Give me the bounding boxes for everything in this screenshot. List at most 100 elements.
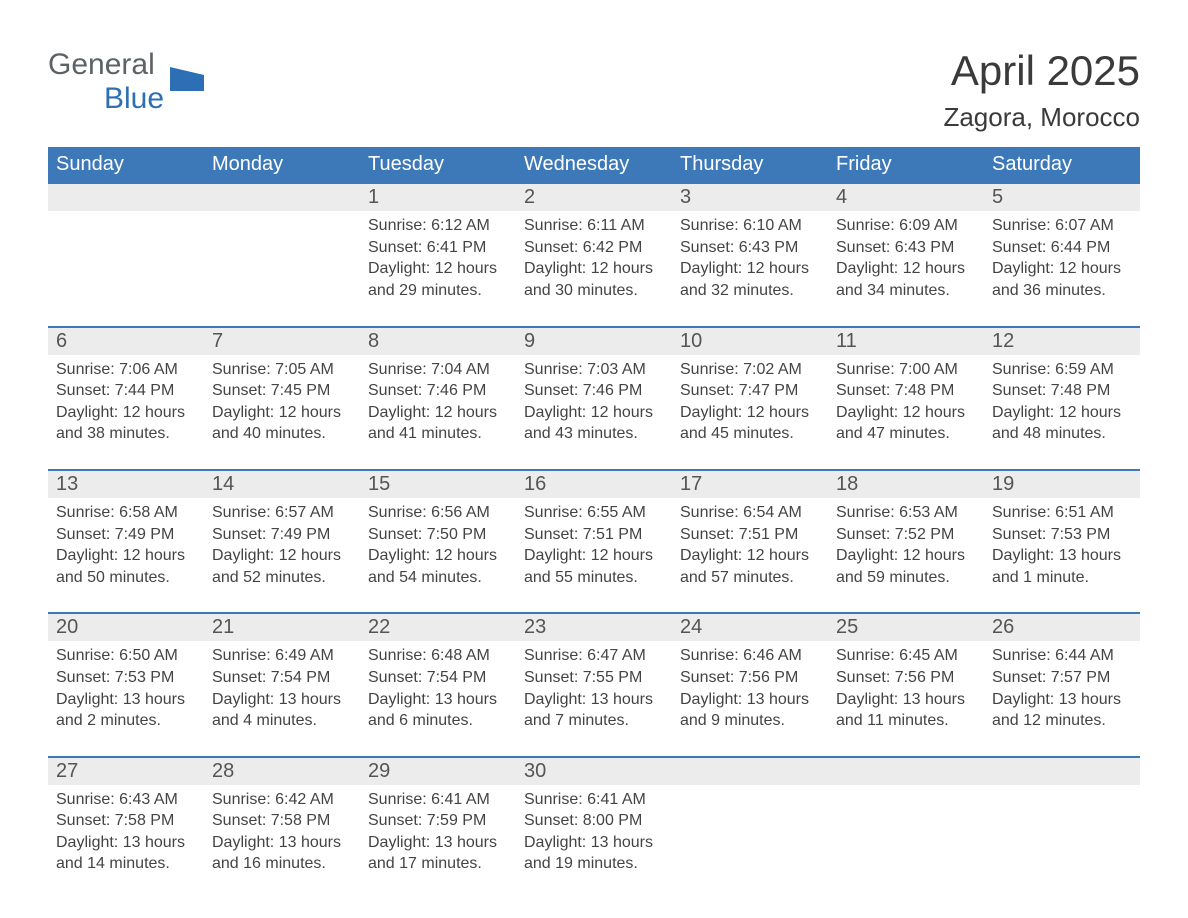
day-number-17: 17 [672,471,828,498]
calendar-grid: SundayMondayTuesdayWednesdayThursdayFrid… [48,147,1140,883]
day-number-23: 23 [516,614,672,641]
day-of-week-header-row: SundayMondayTuesdayWednesdayThursdayFrid… [48,147,1140,182]
day-number-12: 12 [984,328,1140,355]
daynum-row: 20212223242526 [48,614,1140,641]
day-number-4: 4 [828,184,984,211]
day-number-3: 3 [672,184,828,211]
day-details-20: Sunrise: 6:50 AMSunset: 7:53 PMDaylight:… [48,641,204,755]
location-subtitle: Zagora, Morocco [943,102,1140,133]
day-details-25: Sunrise: 6:45 AMSunset: 7:56 PMDaylight:… [828,641,984,755]
header-row: General Blue April 2025 Zagora, Morocco [48,48,1140,133]
day-details-empty [828,785,984,883]
day-number-11: 11 [828,328,984,355]
day-details-13: Sunrise: 6:58 AMSunset: 7:49 PMDaylight:… [48,498,204,612]
day-details-9: Sunrise: 7:03 AMSunset: 7:46 PMDaylight:… [516,355,672,469]
dow-header-monday: Monday [204,147,360,182]
day-details-29: Sunrise: 6:41 AMSunset: 7:59 PMDaylight:… [360,785,516,883]
day-details-12: Sunrise: 6:59 AMSunset: 7:48 PMDaylight:… [984,355,1140,469]
day-details-6: Sunrise: 7:06 AMSunset: 7:44 PMDaylight:… [48,355,204,469]
daynum-row: 12345 [48,184,1140,211]
dow-header-wednesday: Wednesday [516,147,672,182]
week-3: 13141516171819Sunrise: 6:58 AMSunset: 7:… [48,469,1140,612]
details-row: Sunrise: 6:50 AMSunset: 7:53 PMDaylight:… [48,641,1140,755]
day-number-26: 26 [984,614,1140,641]
day-number-28: 28 [204,758,360,785]
title-block: April 2025 Zagora, Morocco [943,48,1140,133]
day-number-15: 15 [360,471,516,498]
day-details-23: Sunrise: 6:47 AMSunset: 7:55 PMDaylight:… [516,641,672,755]
daynum-row: 6789101112 [48,328,1140,355]
day-details-empty [672,785,828,883]
day-details-empty [204,211,360,325]
day-details-26: Sunrise: 6:44 AMSunset: 7:57 PMDaylight:… [984,641,1140,755]
day-details-8: Sunrise: 7:04 AMSunset: 7:46 PMDaylight:… [360,355,516,469]
daynum-row: 27282930 [48,758,1140,785]
calendar-page: General Blue April 2025 Zagora, Morocco … [0,0,1188,918]
day-details-11: Sunrise: 7:00 AMSunset: 7:48 PMDaylight:… [828,355,984,469]
details-row: Sunrise: 6:43 AMSunset: 7:58 PMDaylight:… [48,785,1140,883]
day-details-3: Sunrise: 6:10 AMSunset: 6:43 PMDaylight:… [672,211,828,325]
dow-header-friday: Friday [828,147,984,182]
details-row: Sunrise: 6:12 AMSunset: 6:41 PMDaylight:… [48,211,1140,325]
daynum-row: 13141516171819 [48,471,1140,498]
day-number-29: 29 [360,758,516,785]
day-number-empty [204,184,360,211]
week-2: 6789101112Sunrise: 7:06 AMSunset: 7:44 P… [48,326,1140,469]
dow-header-tuesday: Tuesday [360,147,516,182]
logo-flag-icon [170,67,204,91]
day-number-22: 22 [360,614,516,641]
details-row: Sunrise: 7:06 AMSunset: 7:44 PMDaylight:… [48,355,1140,469]
day-details-28: Sunrise: 6:42 AMSunset: 7:58 PMDaylight:… [204,785,360,883]
day-details-24: Sunrise: 6:46 AMSunset: 7:56 PMDaylight:… [672,641,828,755]
day-number-10: 10 [672,328,828,355]
day-number-27: 27 [48,758,204,785]
dow-header-sunday: Sunday [48,147,204,182]
day-details-16: Sunrise: 6:55 AMSunset: 7:51 PMDaylight:… [516,498,672,612]
logo: General Blue [48,48,204,116]
day-number-empty [672,758,828,785]
day-number-5: 5 [984,184,1140,211]
day-details-30: Sunrise: 6:41 AMSunset: 8:00 PMDaylight:… [516,785,672,883]
day-number-13: 13 [48,471,204,498]
day-number-8: 8 [360,328,516,355]
details-row: Sunrise: 6:58 AMSunset: 7:49 PMDaylight:… [48,498,1140,612]
day-number-24: 24 [672,614,828,641]
logo-word-1: General [48,48,155,81]
day-number-14: 14 [204,471,360,498]
day-number-25: 25 [828,614,984,641]
day-number-30: 30 [516,758,672,785]
day-number-19: 19 [984,471,1140,498]
day-details-19: Sunrise: 6:51 AMSunset: 7:53 PMDaylight:… [984,498,1140,612]
day-number-empty [984,758,1140,785]
week-5: 27282930Sunrise: 6:43 AMSunset: 7:58 PMD… [48,756,1140,883]
day-number-2: 2 [516,184,672,211]
day-details-27: Sunrise: 6:43 AMSunset: 7:58 PMDaylight:… [48,785,204,883]
dow-header-thursday: Thursday [672,147,828,182]
day-number-7: 7 [204,328,360,355]
day-number-6: 6 [48,328,204,355]
day-details-18: Sunrise: 6:53 AMSunset: 7:52 PMDaylight:… [828,498,984,612]
day-details-10: Sunrise: 7:02 AMSunset: 7:47 PMDaylight:… [672,355,828,469]
month-title: April 2025 [943,48,1140,94]
day-details-7: Sunrise: 7:05 AMSunset: 7:45 PMDaylight:… [204,355,360,469]
week-1: 12345Sunrise: 6:12 AMSunset: 6:41 PMDayl… [48,182,1140,325]
day-number-20: 20 [48,614,204,641]
day-number-16: 16 [516,471,672,498]
week-4: 20212223242526Sunrise: 6:50 AMSunset: 7:… [48,612,1140,755]
day-details-1: Sunrise: 6:12 AMSunset: 6:41 PMDaylight:… [360,211,516,325]
day-number-9: 9 [516,328,672,355]
dow-header-saturday: Saturday [984,147,1140,182]
day-details-5: Sunrise: 6:07 AMSunset: 6:44 PMDaylight:… [984,211,1140,325]
day-number-empty [48,184,204,211]
day-details-2: Sunrise: 6:11 AMSunset: 6:42 PMDaylight:… [516,211,672,325]
day-details-empty [984,785,1140,883]
day-number-1: 1 [360,184,516,211]
day-number-21: 21 [204,614,360,641]
day-details-empty [48,211,204,325]
day-details-17: Sunrise: 6:54 AMSunset: 7:51 PMDaylight:… [672,498,828,612]
day-details-4: Sunrise: 6:09 AMSunset: 6:43 PMDaylight:… [828,211,984,325]
day-details-22: Sunrise: 6:48 AMSunset: 7:54 PMDaylight:… [360,641,516,755]
day-details-14: Sunrise: 6:57 AMSunset: 7:49 PMDaylight:… [204,498,360,612]
day-number-18: 18 [828,471,984,498]
weeks-container: 12345Sunrise: 6:12 AMSunset: 6:41 PMDayl… [48,182,1140,883]
